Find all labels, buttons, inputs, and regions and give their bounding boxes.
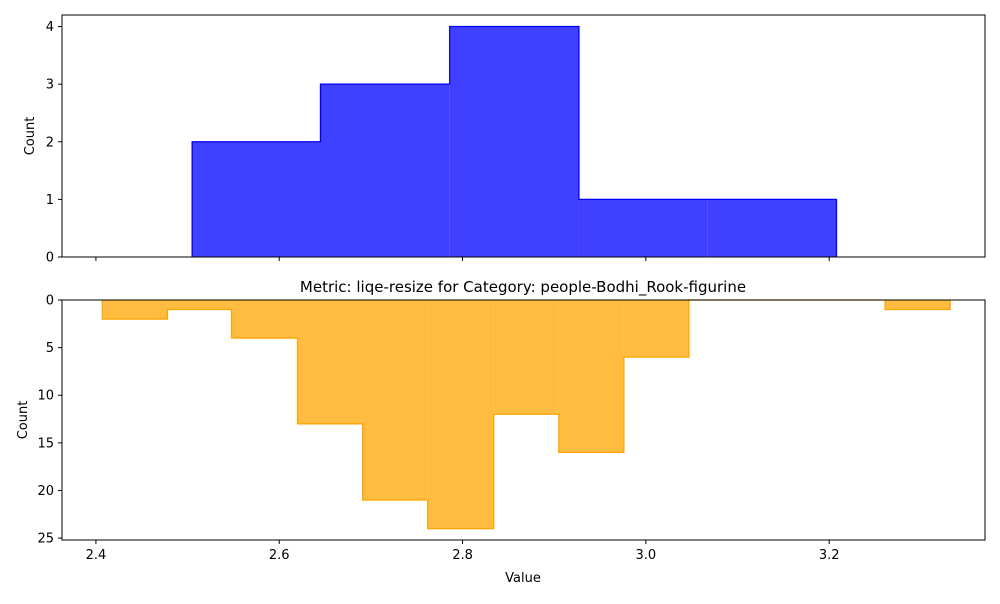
- top-histogram-bar: [578, 199, 708, 257]
- bottom-x-tick-label: 3.0: [636, 548, 657, 563]
- bottom-histogram-bar: [102, 300, 168, 320]
- bottom-x-axis-label: Value: [505, 571, 541, 586]
- bottom-x-tick-label: 2.6: [269, 548, 290, 563]
- top-y-tick-label: 4: [46, 20, 54, 35]
- bottom-chart-title: Metric: liqe-resize for Category: people…: [300, 278, 746, 297]
- bottom-histogram-panel: Metric: liqe-resize for Category: people…: [16, 278, 986, 586]
- bottom-histogram-bar: [362, 300, 428, 500]
- bottom-y-tick-label: 5: [46, 341, 54, 356]
- top-histogram-outline: [191, 25, 838, 257]
- bottom-histogram-bar: [493, 300, 559, 415]
- bottom-y-tick-label: 10: [37, 389, 54, 404]
- top-y-tick-label: 2: [46, 135, 54, 150]
- top-y-tick-label: 0: [46, 251, 54, 266]
- bottom-histogram-bar: [558, 300, 624, 453]
- top-histogram-bar: [192, 141, 321, 257]
- bottom-axes-frame: [61, 299, 986, 541]
- top-y-tick-label: 1: [46, 193, 54, 208]
- bottom-y-tick-label: 20: [37, 484, 54, 499]
- top-y-tick-label: 3: [46, 78, 54, 93]
- bottom-histogram-bar: [427, 300, 494, 529]
- bottom-histogram-bar: [297, 300, 363, 424]
- bottom-histogram-bar: [885, 300, 951, 310]
- top-histogram-panel: Count 0 1 2 3 4: [23, 14, 986, 266]
- top-histogram-bar: [320, 84, 450, 258]
- top-y-axis-label: Count: [23, 117, 38, 156]
- bottom-y-tick-label: 0: [46, 294, 54, 309]
- bottom-y-tick-label: 25: [37, 532, 54, 547]
- bottom-histogram-bar: [623, 300, 689, 358]
- bottom-x-tick-label: 2.4: [86, 548, 107, 563]
- bottom-histogram-bar: [167, 300, 232, 310]
- bottom-y-tick-label: 15: [37, 436, 54, 451]
- top-histogram-bar: [707, 199, 837, 257]
- bottom-x-tick-label: 3.2: [819, 548, 840, 563]
- top-histogram-bar: [449, 26, 579, 258]
- bottom-histogram-bar: [231, 300, 298, 339]
- bottom-x-tick-label: 2.8: [452, 548, 473, 563]
- bottom-y-axis-label: Count: [16, 401, 31, 440]
- top-axes-frame: [61, 14, 986, 258]
